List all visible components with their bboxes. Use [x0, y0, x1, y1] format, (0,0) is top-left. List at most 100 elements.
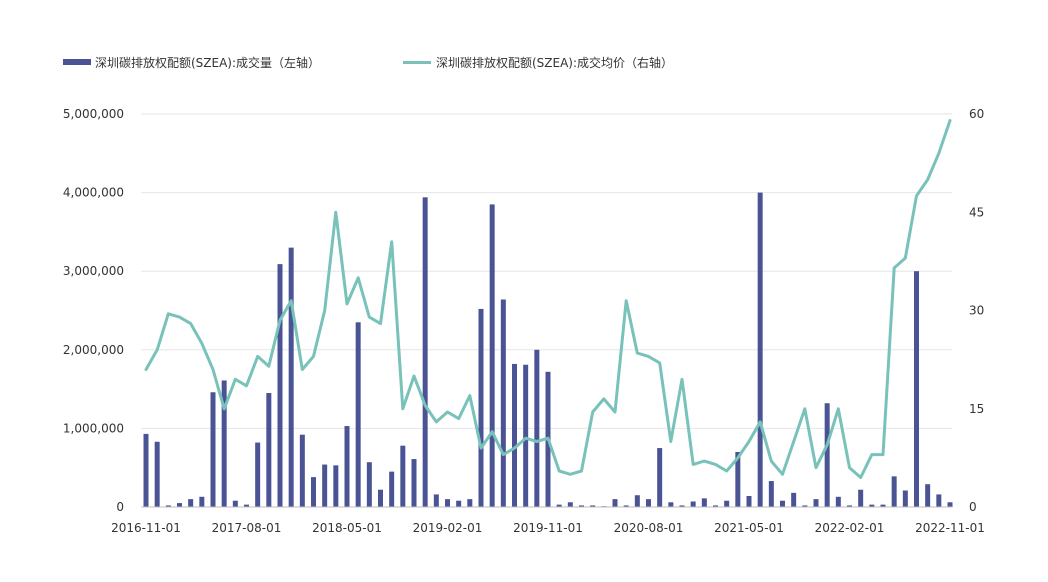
legend-swatch-volume [63, 59, 91, 65]
volume-bar [612, 499, 618, 507]
volume-bar [746, 495, 752, 507]
legend-label-volume: 深圳碳排放权配额(SZEA):成交量（左轴） [95, 55, 320, 70]
volume-bar [657, 448, 663, 507]
volume-bar [355, 322, 361, 507]
gridlines [141, 113, 952, 429]
volume-bar [244, 504, 249, 507]
volume-bar [701, 498, 707, 507]
volume-bar [735, 451, 741, 507]
volume-bars [143, 192, 953, 508]
volume-bar [154, 441, 160, 507]
volume-bar [914, 271, 919, 507]
volume-bar [668, 502, 674, 507]
volume-bar [299, 434, 305, 507]
volume-bar [858, 489, 864, 507]
y-left-tick-label: 5,000,000 [63, 107, 124, 121]
volume-bar [757, 192, 763, 507]
legend: 深圳碳排放权配额(SZEA):成交量（左轴） 深圳碳排放权配额(SZEA):成交… [63, 55, 673, 70]
volume-bar [177, 503, 182, 507]
volume-bar [445, 499, 450, 507]
volume-bar [925, 484, 931, 507]
volume-bar [579, 505, 584, 507]
volume-bar [623, 505, 629, 507]
volume-bar [768, 481, 774, 507]
x-tick-label: 2022-11-01 [915, 521, 985, 535]
volume-bar [936, 494, 942, 507]
volume-bar [724, 500, 730, 507]
price-series-line [144, 119, 952, 479]
volume-bar [500, 299, 506, 507]
y-left-tick-label: 4,000,000 [63, 186, 124, 200]
x-tick-label: 2017-08-01 [212, 521, 282, 535]
volume-bar [713, 505, 718, 507]
volume-bar [780, 500, 785, 507]
volume-bar [567, 502, 573, 507]
volume-bar [902, 490, 908, 507]
volume-bar [791, 492, 797, 507]
y-right-tick-label: 30 [969, 304, 984, 318]
volume-bar [523, 364, 529, 507]
volume-bar [221, 380, 227, 507]
volume-bar [824, 403, 830, 507]
volume-bar [467, 499, 473, 507]
volume-bar [489, 204, 495, 507]
volume-bar [266, 393, 272, 507]
volume-bar [322, 464, 328, 507]
volume-bar [847, 505, 852, 507]
y-right-tick-label: 45 [969, 205, 984, 219]
volume-bar [255, 442, 261, 507]
volume-bar [590, 505, 596, 507]
volume-bar [378, 489, 383, 507]
volume-bar [422, 197, 428, 508]
volume-bar [947, 502, 953, 507]
volume-bar [333, 465, 339, 507]
price-line [144, 119, 952, 479]
x-tick-label: 2016-11-01 [111, 521, 181, 535]
volume-bar [389, 471, 395, 507]
x-tick-label: 2022-02-01 [815, 521, 885, 535]
volume-bar [880, 504, 886, 507]
x-axis: 2016-11-01 2017-08-01 2018-05-01 2019-02-01… [111, 521, 985, 535]
volume-bar [690, 501, 696, 507]
volume-bar [288, 247, 294, 507]
x-tick-label: 2021-05-01 [714, 521, 784, 535]
legend-label-price: 深圳碳排放权配额(SZEA):成交均价（右轴） [436, 55, 673, 70]
volume-bar [534, 349, 540, 507]
volume-bar [512, 363, 517, 507]
volume-bar [869, 504, 875, 507]
volume-bar [411, 459, 417, 507]
volume-bar [634, 495, 640, 507]
x-tick-label: 2020-08-01 [614, 521, 684, 535]
volume-bar [802, 505, 808, 507]
volume-bar [478, 308, 484, 507]
y-right-axis: 0 15 30 45 60 [969, 107, 984, 514]
x-tick-label: 2018-05-01 [312, 521, 382, 535]
x-tick-label: 2019-11-01 [513, 521, 583, 535]
y-left-tick-label: 0 [116, 500, 124, 514]
volume-bar [813, 499, 819, 507]
volume-bar [891, 476, 897, 507]
volume-bar [679, 505, 685, 507]
y-left-axis: 0 1,000,000 2,000,000 3,000,000 4,000,000 5,0… [63, 107, 124, 514]
y-right-tick-label: 0 [969, 500, 977, 514]
y-left-tick-label: 2,000,000 [63, 343, 124, 357]
volume-bar [311, 477, 316, 507]
volume-bar [646, 499, 651, 507]
volume-bar [188, 499, 194, 507]
volume-bar [456, 500, 462, 507]
volume-bar [366, 462, 372, 507]
volume-bar [835, 496, 841, 507]
volume-bar [556, 504, 562, 507]
volume-bar [344, 426, 350, 507]
volume-bar [210, 392, 216, 507]
volume-bar [143, 433, 149, 507]
y-left-tick-label: 1,000,000 [63, 421, 124, 435]
y-right-tick-label: 15 [969, 402, 984, 416]
volume-bar [277, 264, 283, 507]
y-left-tick-label: 3,000,000 [63, 264, 124, 278]
volume-bar [199, 496, 205, 507]
volume-bar [400, 445, 406, 507]
y-right-tick-label: 60 [969, 107, 984, 121]
volume-bar [232, 500, 238, 507]
